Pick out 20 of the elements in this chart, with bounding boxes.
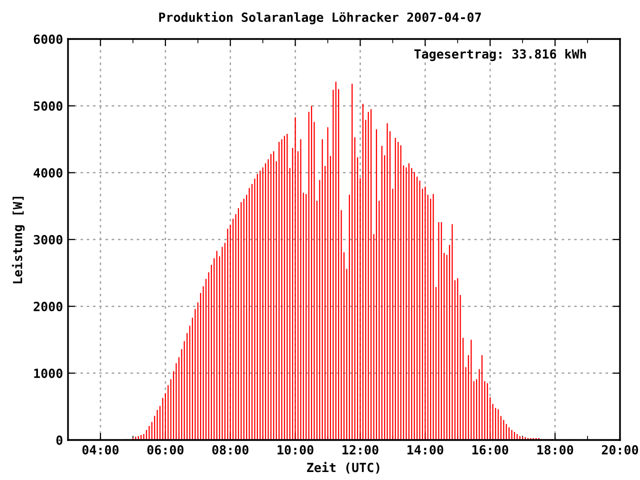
x-tick-label: 06:00 — [147, 445, 184, 455]
x-tick-label: 12:00 — [342, 445, 378, 455]
x-tick-label: 08:00 — [212, 445, 248, 455]
x-tick-label: 14:00 — [408, 445, 444, 455]
y-tick-label: 0 — [56, 435, 62, 445]
y-tick-label: 3000 — [34, 234, 62, 244]
y-tick-label: 2000 — [34, 302, 62, 312]
x-tick-label: 18:00 — [537, 445, 574, 455]
annotation: Tagesertrag: 33.816 kWh — [414, 48, 586, 62]
x-tick-label: 04:00 — [82, 445, 119, 455]
y-tick-label: 5000 — [34, 101, 62, 111]
y-tick-label: 4000 — [34, 168, 62, 178]
y-axis-title: Leistung [W] — [12, 196, 25, 284]
chart-title: Produktion Solaranlage Löhracker 2007-04-07 — [159, 12, 481, 24]
x-axis-title: Zeit (UTC) — [307, 462, 380, 474]
x-tick-label: 16:00 — [472, 445, 508, 455]
x-tick-label: 10:00 — [278, 445, 314, 455]
x-tick-label: 20:00 — [602, 445, 638, 455]
y-tick-label: 1000 — [34, 368, 62, 378]
y-tick-label: 6000 — [34, 34, 62, 44]
